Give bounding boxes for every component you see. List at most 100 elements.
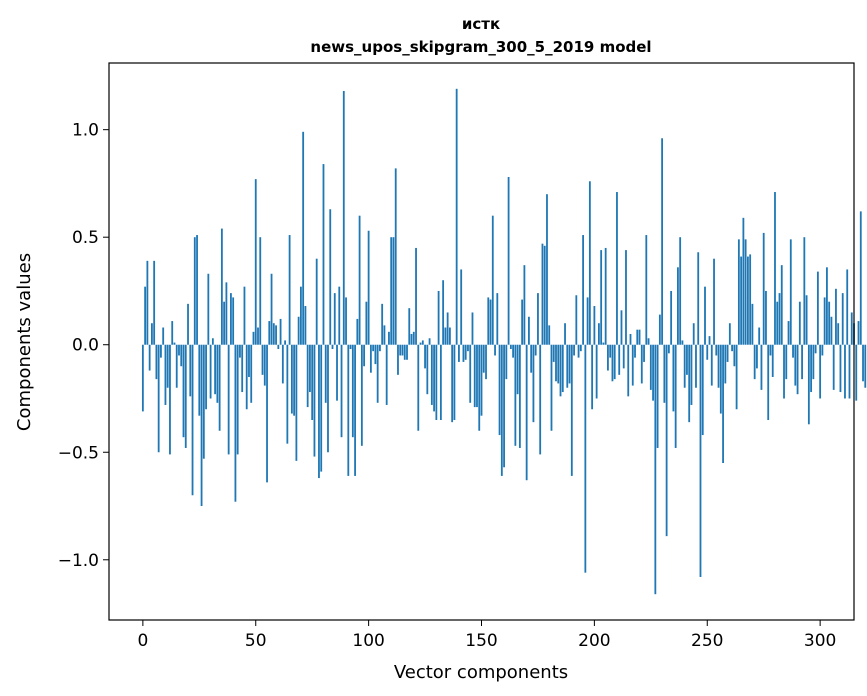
bar-317 — [857, 321, 860, 345]
bar-41 — [234, 344, 237, 502]
bar-227 — [654, 344, 657, 595]
y-axis-ticks: −1.0 −0.5 0.0 0.5 1.0 — [58, 121, 109, 571]
bar-181 — [550, 344, 553, 431]
bar-263 — [735, 344, 738, 410]
bar-77 — [315, 258, 318, 345]
bar-241 — [686, 344, 688, 375]
bar-221 — [640, 344, 643, 384]
bar-36 — [223, 301, 226, 345]
bar-278 — [769, 344, 772, 356]
bar-20 — [187, 303, 189, 345]
bar-178 — [543, 245, 546, 345]
bar-183 — [555, 344, 557, 382]
bar-102 — [372, 344, 375, 352]
bar-180 — [548, 325, 551, 345]
bar-127 — [428, 338, 431, 345]
bar-30 — [209, 344, 212, 399]
bar-259 — [726, 344, 729, 362]
bar-284 — [783, 344, 785, 399]
bar-111 — [392, 237, 395, 345]
bar-286 — [787, 321, 790, 345]
bar-108 — [385, 344, 388, 405]
bar-226 — [652, 344, 654, 401]
bar-49 — [252, 331, 255, 345]
bar-164 — [512, 344, 515, 358]
y-tick-label-3: 0.5 — [72, 228, 99, 248]
bar-71 — [302, 131, 305, 345]
bar-247 — [699, 344, 702, 577]
bar-31 — [211, 338, 214, 345]
bar-188 — [566, 344, 569, 388]
bar-128 — [430, 344, 433, 405]
chart-title-line2: news_upos_skipgram_300_5_2019 model — [310, 38, 651, 56]
bar-42 — [236, 344, 239, 455]
bar-132 — [439, 344, 442, 420]
bar-280 — [774, 192, 776, 345]
bar-308 — [837, 323, 840, 345]
bar-135 — [446, 312, 449, 345]
bar-236 — [674, 344, 677, 448]
bar-202 — [597, 323, 600, 345]
bar-189 — [568, 344, 571, 384]
bar-213 — [622, 344, 625, 369]
bar-85 — [333, 293, 336, 345]
bar-4 — [150, 323, 153, 345]
x-tick-label-250: 250 — [691, 631, 723, 651]
bar-288 — [792, 344, 794, 358]
x-tick-label-0: 0 — [137, 631, 148, 651]
bar-265 — [740, 256, 743, 345]
bar-285 — [785, 344, 788, 380]
bar-214 — [625, 250, 627, 345]
bar-166 — [516, 344, 519, 395]
bar-54 — [263, 344, 266, 386]
bar-302 — [823, 297, 826, 345]
y-tick-label-0: −1.0 — [58, 551, 99, 571]
bar-142 — [462, 344, 465, 362]
bar-104 — [376, 344, 379, 403]
bar-195 — [582, 235, 584, 345]
bar-192 — [575, 295, 578, 345]
bar-153 — [487, 297, 490, 345]
x-tick-label-100: 100 — [352, 631, 384, 651]
bar-225 — [649, 344, 652, 390]
bar-146 — [471, 312, 474, 345]
bar-318 — [859, 211, 862, 345]
bar-319 — [862, 344, 864, 382]
bar-98 — [363, 344, 366, 367]
bar-205 — [604, 247, 607, 345]
bar-96 — [358, 215, 361, 345]
bar-157 — [496, 293, 499, 345]
plot-frame — [108, 62, 855, 621]
bar-58 — [272, 323, 275, 345]
bar-301 — [821, 344, 824, 356]
bar-196 — [584, 344, 587, 573]
bar-28 — [205, 344, 207, 410]
bar-261 — [731, 344, 733, 352]
bar-215 — [627, 344, 630, 397]
bar-211 — [618, 344, 621, 375]
bar-242 — [688, 344, 691, 423]
bar-191 — [573, 344, 575, 356]
bar-199 — [591, 344, 594, 410]
bar-253 — [713, 258, 715, 345]
bar-59 — [275, 325, 277, 345]
bar-5 — [153, 260, 156, 345]
bar-193 — [577, 344, 580, 358]
bar-158 — [498, 344, 501, 436]
bar-106 — [381, 303, 384, 345]
bar-174 — [534, 344, 537, 356]
bar-137 — [451, 344, 454, 423]
bar-113 — [397, 344, 399, 375]
bar-314 — [850, 312, 853, 345]
bar-27 — [202, 344, 205, 459]
bar-147 — [473, 344, 476, 408]
bar-89 — [342, 90, 345, 345]
y-tick-label-4: 1.0 — [72, 121, 99, 141]
bar-61 — [279, 318, 282, 345]
bar-173 — [532, 344, 535, 423]
bar-64 — [286, 344, 289, 444]
bar-84 — [331, 344, 334, 350]
bar-303 — [826, 267, 828, 345]
bar-56 — [268, 321, 271, 345]
bar-268 — [746, 256, 749, 345]
